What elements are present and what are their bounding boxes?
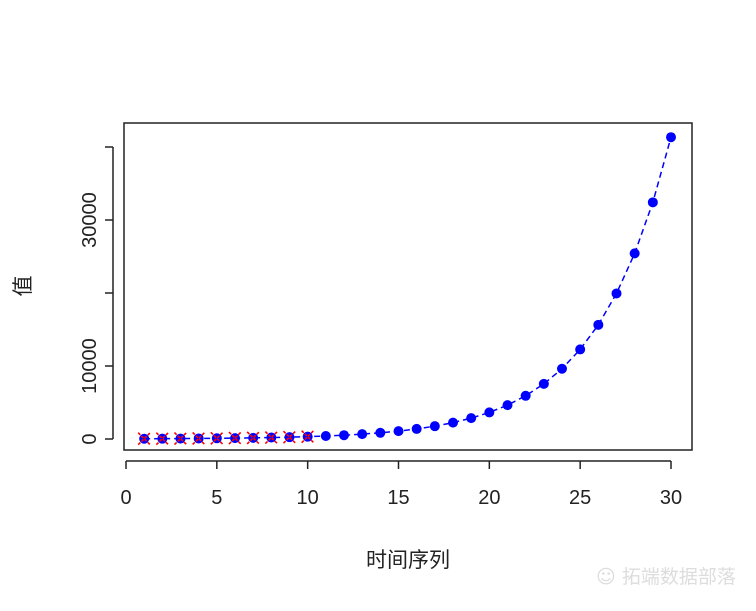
series-line [144, 137, 672, 440]
y-tick-label: 10000 [79, 338, 101, 394]
data-point [448, 417, 458, 428]
x-marker [192, 431, 206, 446]
data-point [575, 344, 586, 355]
data-point [411, 423, 422, 434]
data-point [375, 427, 386, 438]
y-tick-label: 30000 [79, 192, 101, 248]
watermark-text: 拓端数据部落 [621, 566, 736, 588]
x-marker [155, 432, 169, 446]
data-point [339, 430, 349, 441]
x-tick-label: 30 [660, 487, 682, 509]
data-point [593, 319, 604, 330]
data-point [139, 433, 150, 444]
data-point [248, 432, 259, 443]
data-point [357, 429, 368, 440]
x-marker [246, 431, 260, 445]
data-point [502, 400, 513, 411]
x-marker [173, 432, 188, 446]
data-point [320, 431, 331, 442]
x-tick-label: 15 [387, 487, 409, 509]
data-point [666, 132, 676, 143]
x-tick-label: 5 [211, 487, 222, 509]
x-marker [210, 431, 224, 445]
x-marker [301, 430, 315, 444]
data-point [230, 433, 240, 444]
data-point [611, 288, 622, 299]
data-point [284, 432, 295, 443]
x-axis-label: 时间序列 [366, 549, 450, 572]
data-point [175, 433, 186, 444]
data-point [647, 197, 658, 208]
x-tick-label: 25 [569, 487, 591, 509]
data-point [429, 421, 440, 432]
x-tick-label: 10 [297, 487, 319, 509]
data-point [302, 431, 313, 442]
x-tick-label: 0 [120, 487, 131, 509]
data-point [266, 432, 277, 443]
x-marker [282, 430, 297, 444]
data-point [629, 248, 640, 259]
data-point [157, 433, 168, 444]
plot-box [123, 122, 693, 451]
data-point [211, 433, 222, 444]
wechat-icon: ☺ [596, 566, 616, 588]
x-marker [228, 431, 242, 445]
data-point [193, 433, 204, 444]
data-point [484, 407, 495, 418]
x-marker [137, 432, 151, 446]
y-tick-label: 0 [79, 433, 101, 444]
data-point [557, 363, 567, 374]
watermark: ☺ 拓端数据部落 [596, 562, 736, 589]
data-point [538, 378, 549, 389]
data-point [520, 390, 531, 401]
y-axis-label: 值 [12, 276, 35, 297]
x-marker [264, 430, 278, 445]
x-tick-label: 20 [478, 487, 500, 509]
data-point [466, 413, 477, 424]
data-point [393, 426, 404, 437]
